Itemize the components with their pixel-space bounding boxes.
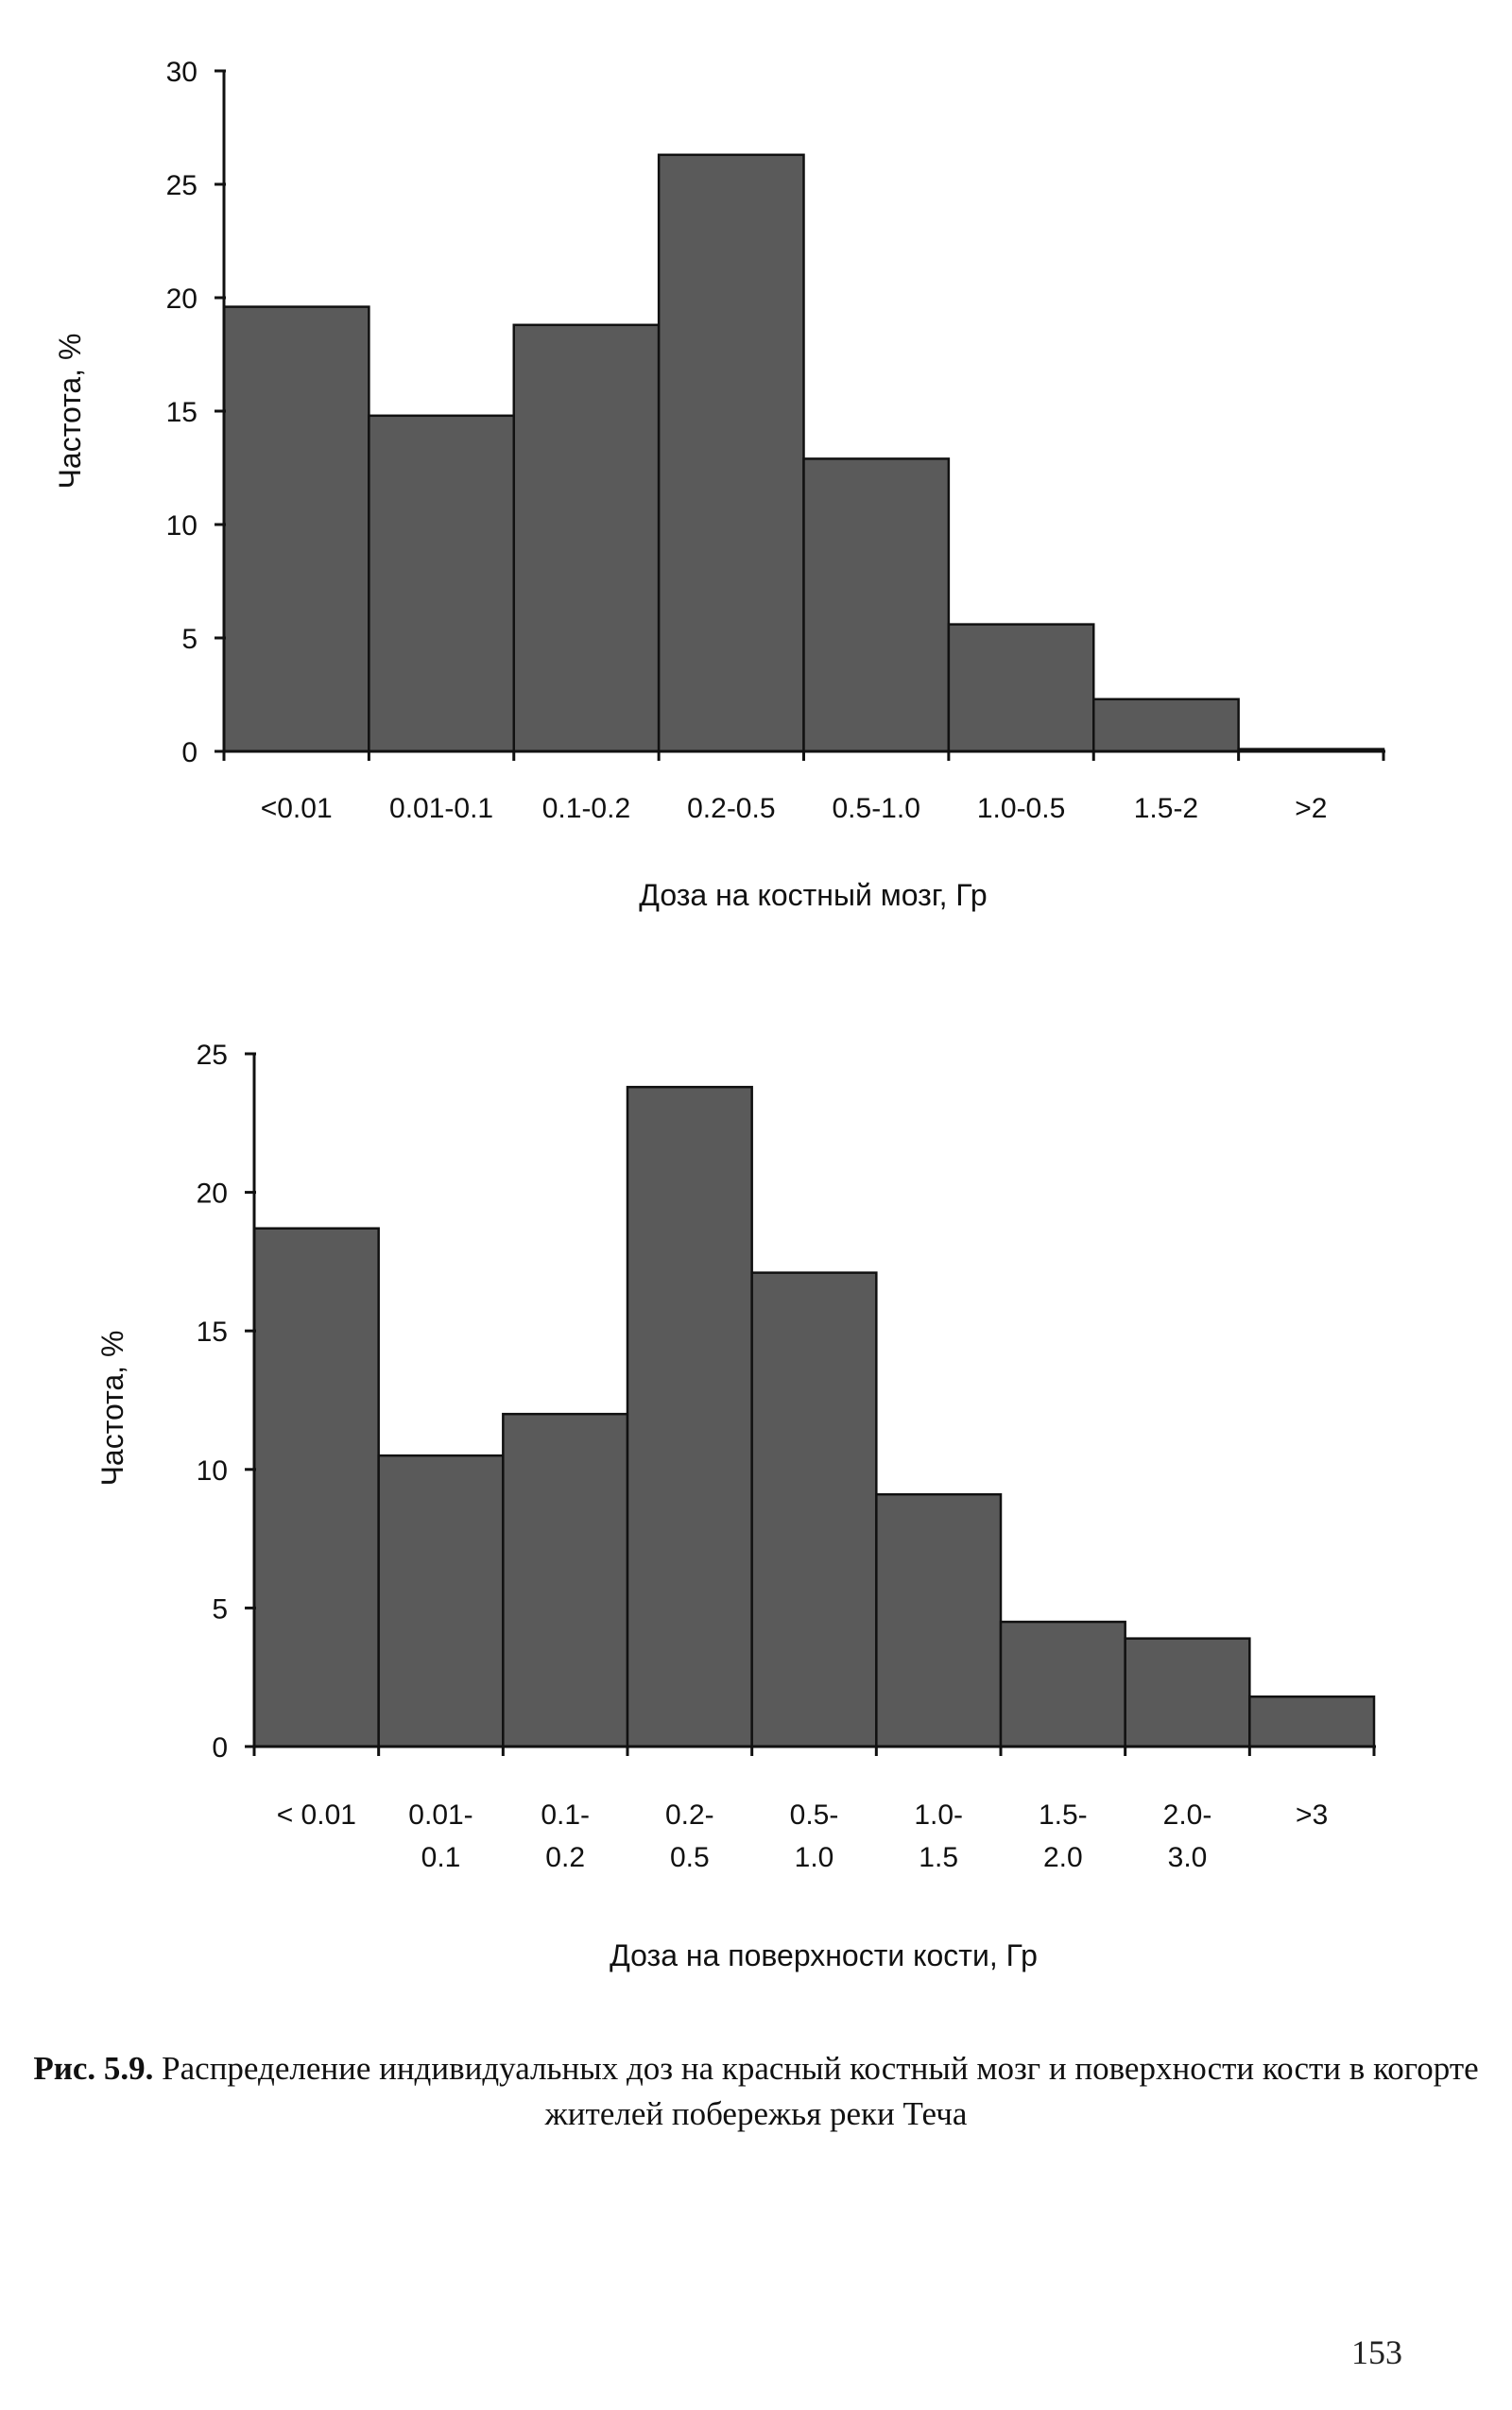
- y-tick-label: 10: [166, 510, 198, 542]
- page-number: 153: [1351, 2333, 1402, 2371]
- y-tick-label: 0: [212, 1732, 228, 1764]
- histogram-bar: [222, 305, 370, 753]
- y-tick-label: 25: [166, 170, 198, 201]
- y-axis-label: Частота, %: [53, 334, 87, 490]
- histogram-bar: [1248, 1695, 1376, 1748]
- x-axis-label: Доза на поверхности кости, Гр: [610, 1938, 1038, 1972]
- x-tick-label: <0.01: [261, 793, 333, 824]
- histogram-bar: [875, 1492, 1003, 1748]
- histogram-bar: [252, 1227, 380, 1748]
- histogram-bar: [502, 1412, 629, 1748]
- x-tick-label: 0.01-0.1: [389, 793, 493, 824]
- x-tick-label: >2: [1295, 793, 1327, 824]
- x-tick-label: 2.0-: [1163, 1799, 1212, 1831]
- x-tick-label: 3.0: [1168, 1842, 1208, 1873]
- histogram-bar: [1092, 697, 1240, 753]
- x-tick-label: >3: [1296, 1799, 1328, 1831]
- x-tick-label: 0.2-: [665, 1799, 714, 1831]
- histogram-bar: [999, 1620, 1126, 1748]
- x-tick-label: 0.5-1.0: [832, 793, 919, 824]
- caption-text: Распределение индивидуальных доз на крас…: [153, 2050, 1479, 2132]
- x-tick-label: 0.5-: [790, 1799, 839, 1831]
- y-tick-label: 25: [197, 1040, 228, 1071]
- y-tick-label: 15: [197, 1317, 228, 1348]
- y-tick-label: 20: [166, 284, 198, 315]
- histogram-bar: [657, 153, 805, 753]
- histogram-bar: [377, 1454, 505, 1748]
- y-tick-label: 0: [181, 737, 198, 768]
- x-tick-label: 0.2: [545, 1842, 585, 1873]
- figure-caption: Рис. 5.9. Распределение индивидуальных д…: [0, 2046, 1512, 2137]
- x-tick-label: 1.0: [795, 1842, 834, 1873]
- histogram-bar: [368, 414, 515, 753]
- histogram-bar: [626, 1085, 753, 1748]
- y-tick-label: 5: [212, 1593, 228, 1625]
- y-tick-label: 30: [166, 57, 198, 88]
- x-tick-label: 0.1-: [541, 1799, 590, 1831]
- y-axis-label: Частота, %: [95, 1331, 129, 1487]
- y-tick-label: 15: [166, 397, 198, 428]
- histogram-bar: [947, 623, 1095, 753]
- y-tick-label: 20: [197, 1179, 228, 1210]
- histogram-bar: [1124, 1637, 1251, 1748]
- x-tick-label: 0.1: [421, 1842, 461, 1873]
- x-tick-label: 1.5-2: [1134, 793, 1198, 824]
- x-tick-label: 1.5: [919, 1842, 958, 1873]
- y-tick-label: 5: [181, 624, 198, 655]
- x-axis-label: Доза на костный мозг, Гр: [639, 878, 987, 912]
- x-tick-label: 0.2-0.5: [687, 793, 775, 824]
- x-tick-label: < 0.01: [277, 1799, 356, 1831]
- x-tick-label: 2.0: [1043, 1842, 1083, 1873]
- y-tick-label: 10: [197, 1455, 228, 1487]
- x-tick-label: 1.5-: [1039, 1799, 1088, 1831]
- caption-label: Рис. 5.9.: [33, 2050, 154, 2087]
- histogram-bar: [802, 457, 951, 753]
- x-tick-label: 1.0-: [914, 1799, 963, 1831]
- histogram-bar: [512, 323, 661, 753]
- x-tick-label: 0.01-: [408, 1799, 472, 1831]
- x-tick-label: 0.1-0.2: [542, 793, 630, 824]
- x-tick-label: 1.0-0.5: [977, 793, 1065, 824]
- histogram-bar: [750, 1271, 878, 1748]
- x-tick-label: 0.5: [670, 1842, 710, 1873]
